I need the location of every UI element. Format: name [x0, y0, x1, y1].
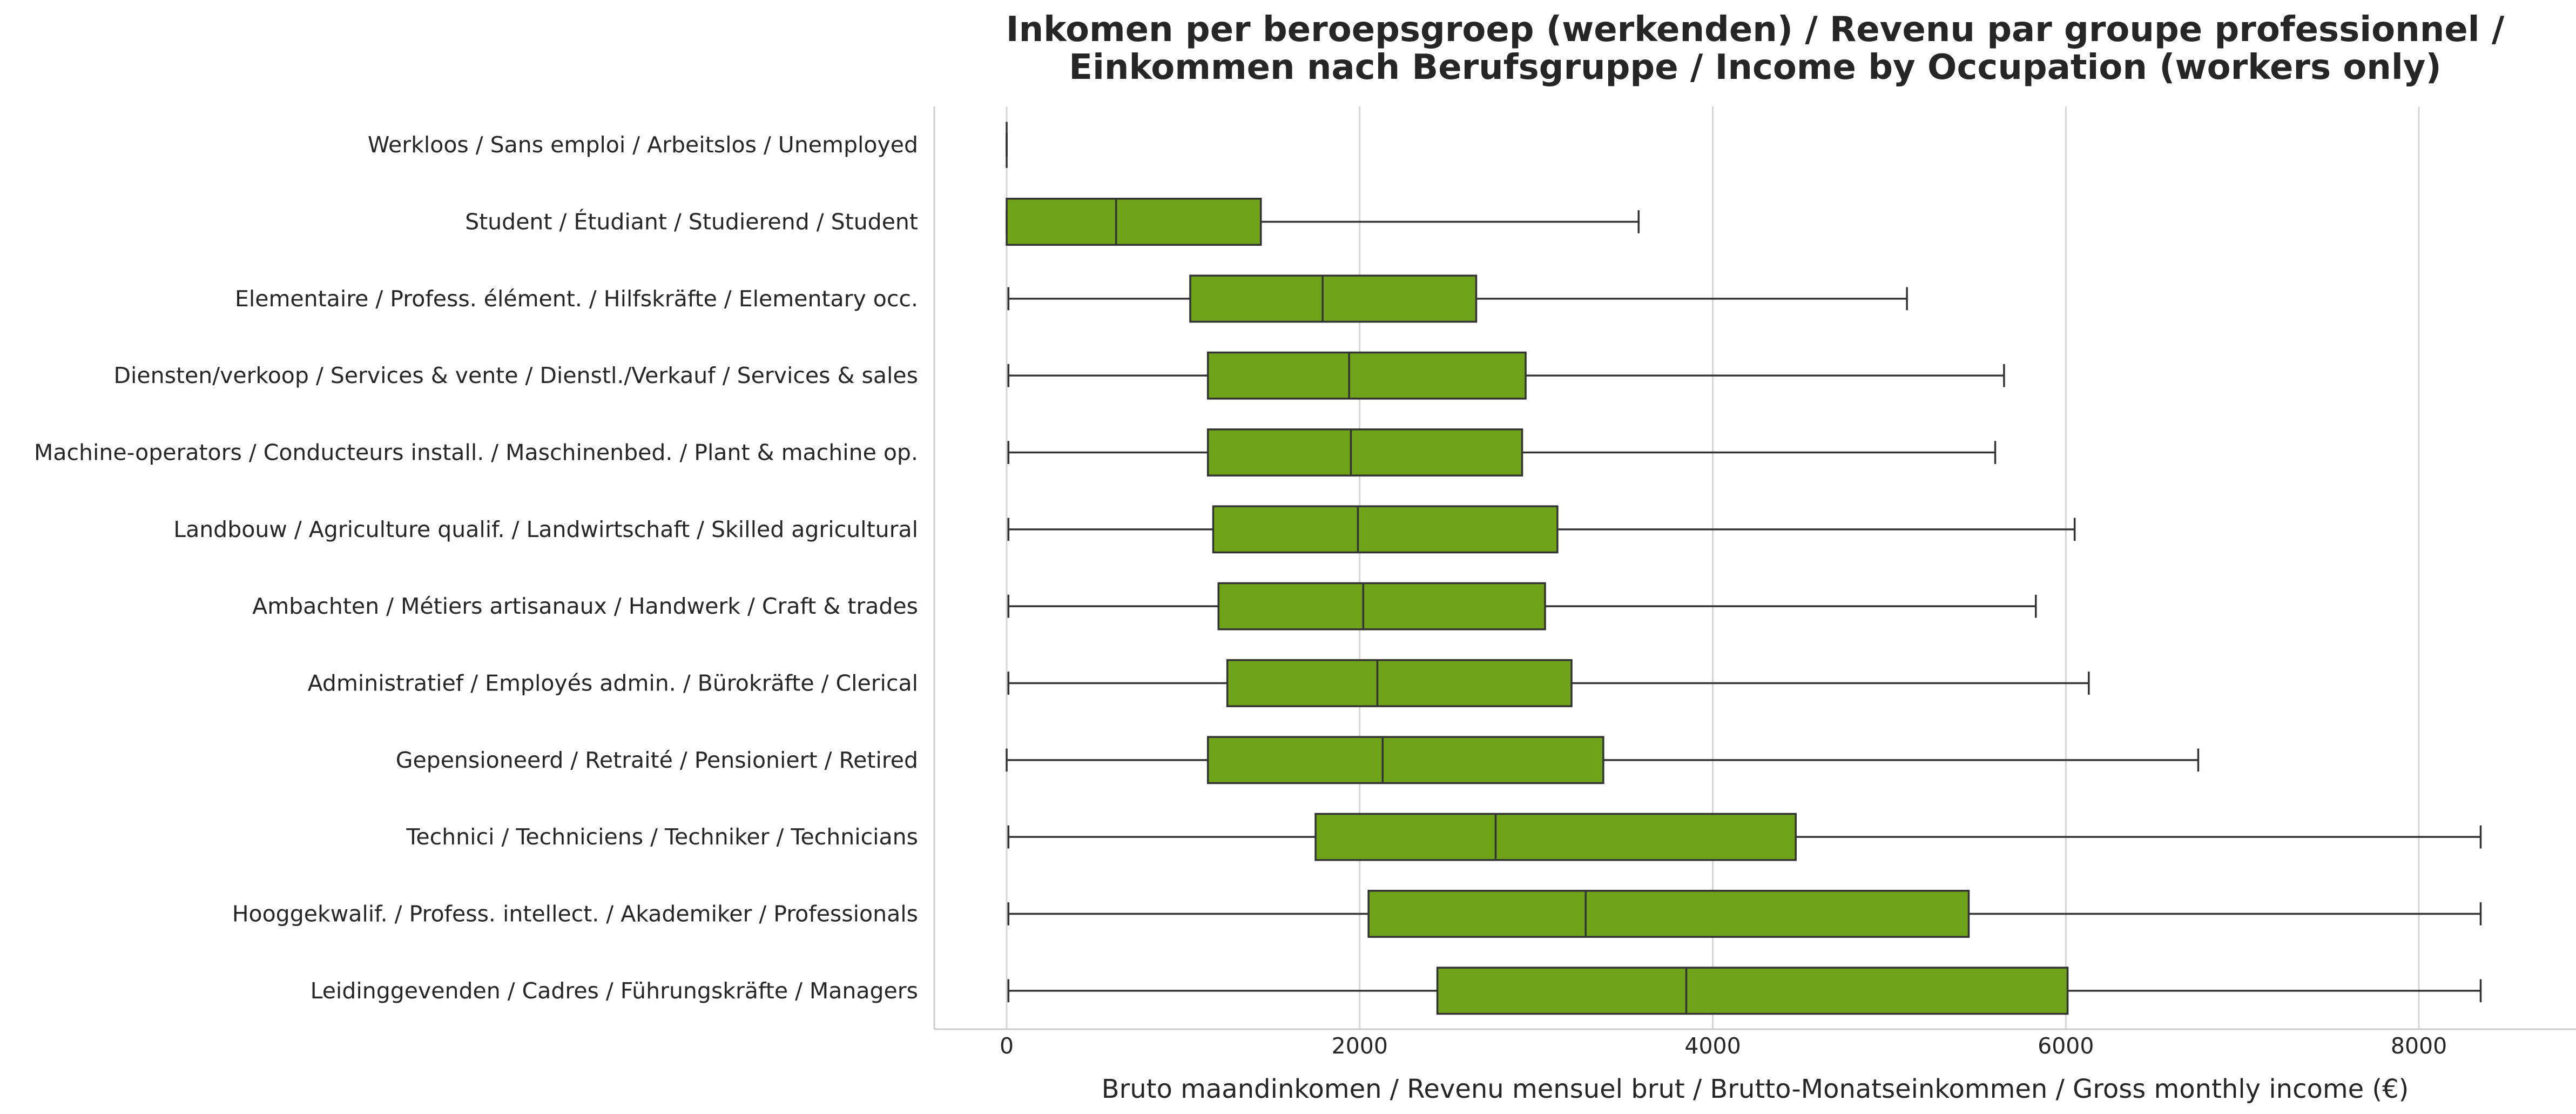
box-group — [1006, 736, 2200, 784]
y-tick-label: Administratief / Employés admin. / Bürok… — [308, 670, 918, 696]
iqr-box — [1206, 428, 1523, 477]
iqr-box — [1436, 967, 2069, 1015]
chart-title-line-1: Inkomen per beroepsgroep (werkenden) / R… — [1006, 10, 2505, 50]
iqr-box — [1212, 505, 1559, 554]
iqr-box — [1206, 351, 1527, 400]
y-tick-label: Elementaire / Profess. élément. / Hilfsk… — [235, 286, 918, 312]
chart-title-line-2: Einkommen nach Berufsgruppe / Income by … — [1069, 48, 2442, 88]
iqr-box — [1226, 659, 1573, 707]
box-group — [1007, 582, 2037, 630]
iqr-box — [1206, 736, 1604, 784]
grid-layer — [1006, 106, 2420, 1029]
y-tick-label: Ambachten / Métiers artisanaux / Handwer… — [252, 593, 918, 619]
x-tick-label: 2000 — [1332, 1033, 1388, 1059]
y-tick-label: Diensten/verkoop / Services & vente / Di… — [113, 363, 918, 388]
y-tick-label: Werkloos / Sans emploi / Arbeitslos / Un… — [368, 132, 918, 158]
y-tick-label: Machine-operators / Conducteurs install.… — [34, 440, 918, 466]
iqr-box — [1367, 890, 1970, 938]
iqr-box — [1217, 582, 1546, 630]
y-tick-label: Hooggekwalif. / Profess. intellect. / Ak… — [232, 901, 918, 927]
box-group — [1007, 890, 2482, 938]
box-group — [1007, 274, 1908, 323]
box-group — [1007, 967, 2482, 1015]
x-axis-label: Bruto maandinkomen / Revenu mensuel brut… — [1102, 1074, 2409, 1104]
x-tick-label: 8000 — [2391, 1033, 2447, 1059]
iqr-box — [1189, 274, 1478, 323]
box-group — [1007, 659, 2090, 707]
x-tick-label: 6000 — [2038, 1033, 2094, 1059]
axis-layer — [933, 106, 2576, 1030]
box-layer — [1006, 122, 2482, 1015]
x-tick-label: 0 — [1000, 1033, 1014, 1059]
y-tick-label: Landbouw / Agriculture qualif. / Landwir… — [173, 516, 918, 542]
iqr-box — [1006, 198, 1262, 246]
box-group — [1007, 505, 2076, 554]
box-group — [1007, 428, 1997, 477]
iqr-box — [1314, 813, 1797, 861]
label-layer: 0 2000 4000 6000 8000 Werkloos / Sans emploi … — [34, 132, 2447, 1059]
box-group — [1007, 351, 2005, 400]
x-tick-label: 4000 — [1684, 1033, 1741, 1059]
box-group — [1007, 813, 2482, 861]
y-tick-label: Gepensioneerd / Retraité / Pensioniert /… — [396, 747, 918, 773]
y-tick-label: Student / Étudiant / Studierend / Studen… — [465, 209, 918, 235]
y-tick-label: Leidinggevenden / Cadres / Führungskräft… — [311, 978, 918, 1004]
y-tick-label: Technici / Techniciens / Techniker / Tec… — [406, 824, 918, 850]
box-group — [1006, 198, 1640, 246]
